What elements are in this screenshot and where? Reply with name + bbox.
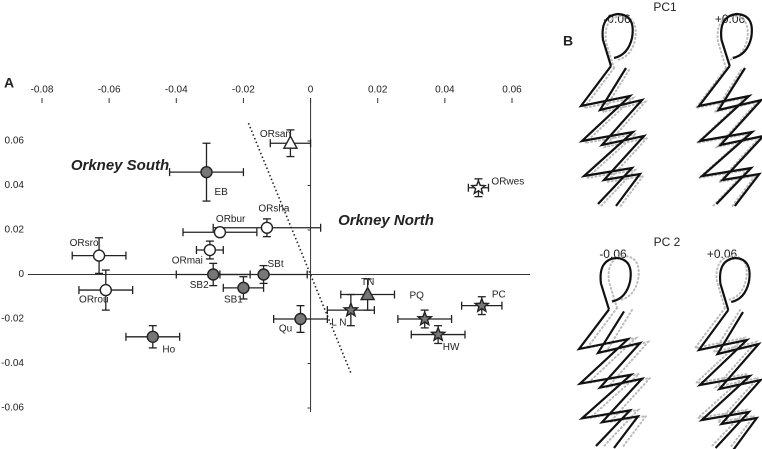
point [92, 249, 106, 262]
point-label: ORrou [79, 295, 108, 306]
x-tick-label: -0.02 [232, 85, 255, 96]
point [359, 286, 376, 301]
panel-label: A [4, 75, 14, 91]
point [429, 325, 447, 342]
x-tick-label: 0.04 [435, 85, 455, 96]
point [257, 268, 270, 281]
point [342, 301, 360, 318]
y-tick-label: 0.06 [5, 136, 25, 147]
point-label: Qu [279, 324, 292, 335]
point-label: PQ [409, 291, 424, 302]
point [146, 330, 159, 343]
point [207, 268, 220, 281]
point [99, 283, 112, 297]
y-tick-label: -0.02 [1, 314, 24, 325]
pc-value: +0.06 [707, 247, 738, 261]
point-label: ORsha [258, 203, 290, 214]
point [282, 134, 299, 149]
point [294, 312, 307, 326]
point [416, 310, 434, 327]
point [203, 243, 217, 257]
point-label: TN [361, 277, 374, 288]
point [200, 165, 213, 179]
x-tick-label: -0.04 [165, 85, 188, 96]
annotation: Orkney South [71, 157, 169, 174]
point [213, 226, 227, 239]
x-tick-label: 0.06 [502, 85, 522, 96]
annotation: Orkney North [338, 212, 434, 229]
x-tick-label: 0.02 [368, 85, 388, 96]
point-label: L N [331, 318, 346, 329]
point-label: SB1 [224, 294, 243, 305]
point [473, 296, 491, 313]
y-tick-label: 0.04 [5, 180, 25, 191]
point-label: PC [492, 289, 506, 300]
point-label: ORmai [172, 256, 203, 267]
y-tick-label: -0.06 [1, 403, 24, 414]
y-tick-label: -0.04 [1, 358, 24, 369]
point-label: HW [443, 342, 460, 353]
point [260, 221, 274, 234]
point-label: ORsro [70, 238, 99, 249]
point-label: ORbur [216, 214, 246, 225]
panel-label: B [563, 33, 573, 49]
x-tick-label: -0.06 [98, 85, 121, 96]
point [469, 178, 487, 196]
point-label: SBt [268, 259, 284, 270]
pc-title: PC 2 [654, 235, 681, 249]
y-tick-label: 0.02 [5, 225, 25, 236]
x-tick-label: -0.08 [31, 85, 54, 96]
point-label: SB2 [190, 280, 209, 291]
shape-outline [577, 256, 644, 449]
point [237, 281, 250, 295]
divider [247, 122, 353, 375]
point-label: ORwes [491, 176, 524, 187]
y-tick-label: 0 [18, 269, 24, 280]
x-tick-label: 0 [308, 85, 314, 96]
pc-title: PC1 [653, 0, 677, 14]
point-label: ORsan [260, 129, 291, 140]
point-label: Ho [162, 344, 175, 355]
point-label: EB [215, 187, 229, 198]
mean-shape [583, 15, 648, 209]
